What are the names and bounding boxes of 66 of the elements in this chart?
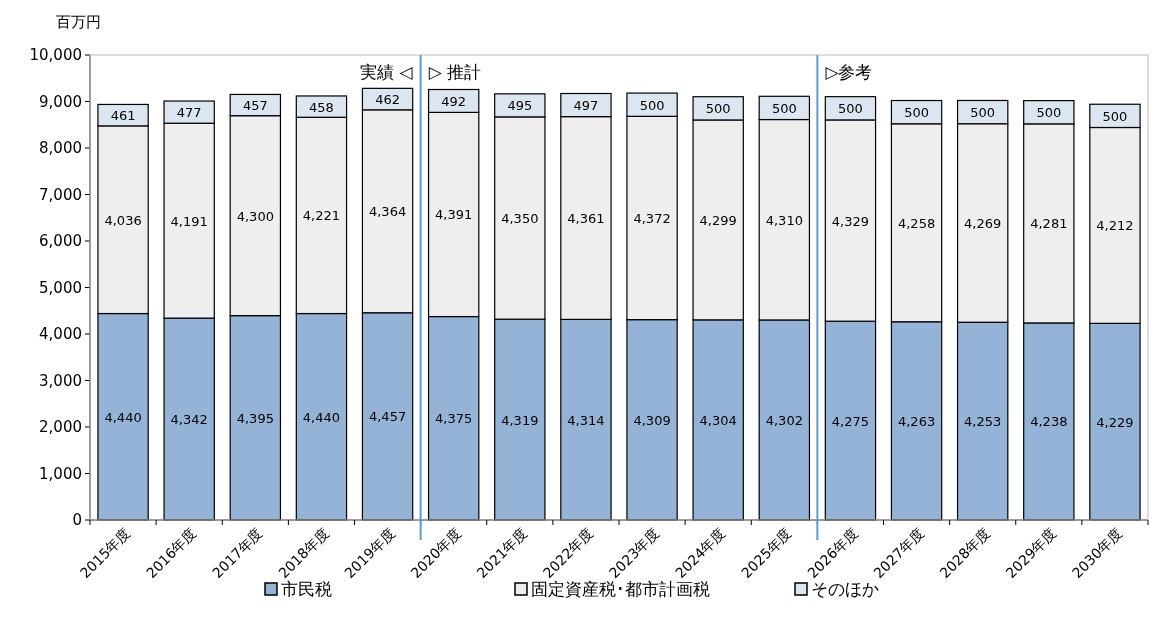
- y-tick-label: 7,000: [39, 185, 82, 204]
- data-label: 4,395: [236, 410, 274, 426]
- y-tick-label: 0: [72, 511, 82, 529]
- data-label: 462: [375, 92, 400, 108]
- data-label: 4,310: [765, 212, 803, 228]
- data-label: 4,212: [1096, 218, 1134, 234]
- data-label: 4,221: [302, 208, 341, 224]
- data-label: 4,238: [1030, 414, 1068, 430]
- data-label: 4,269: [964, 215, 1002, 231]
- y-tick-label: 8,000: [39, 139, 82, 157]
- y-tick-label: 1,000: [39, 464, 82, 483]
- data-label: 495: [507, 98, 533, 114]
- data-label: 4,253: [964, 414, 1002, 430]
- data-label: 4,191: [170, 213, 208, 229]
- data-label: 461: [110, 108, 136, 124]
- data-label: 458: [309, 99, 334, 115]
- data-label: 500: [1102, 108, 1128, 124]
- data-label: 4,229: [1096, 414, 1134, 430]
- y-tick-label: 2,000: [39, 418, 82, 436]
- data-label: 477: [176, 105, 202, 121]
- y-axis-title: 百万円: [55, 13, 101, 31]
- data-label: 4,375: [435, 411, 473, 427]
- data-label: 500: [904, 105, 929, 121]
- data-label: 4,309: [633, 412, 671, 428]
- data-label: 4,263: [897, 413, 936, 429]
- legend-label: 市民税: [281, 579, 332, 599]
- data-label: 500: [1036, 105, 1062, 121]
- data-label: 500: [970, 105, 996, 121]
- data-label: 4,304: [699, 412, 737, 428]
- data-label: 492: [441, 93, 467, 109]
- data-label: 4,302: [765, 412, 803, 428]
- legend-label: 固定資産税･都市計画税: [531, 579, 710, 599]
- data-label: 4,299: [699, 212, 737, 228]
- ref-line-label: ▷ 推計: [428, 62, 482, 82]
- y-tick-label: 9,000: [39, 92, 82, 111]
- data-label: 500: [838, 101, 863, 117]
- y-tick-label: 6,000: [39, 232, 82, 250]
- data-label: 4,300: [236, 208, 274, 224]
- y-tick-label: 4,000: [39, 325, 82, 343]
- ref-line-label: ▷参考: [825, 62, 873, 82]
- y-tick-label: 5,000: [39, 278, 82, 297]
- data-label: 4,364: [368, 204, 407, 220]
- data-label: 4,258: [897, 215, 936, 231]
- data-label: 4,440: [302, 409, 341, 425]
- data-label: 500: [705, 101, 731, 117]
- data-label: 497: [573, 98, 599, 114]
- data-label: 4,372: [633, 210, 671, 226]
- data-label: 4,036: [104, 212, 142, 228]
- annotation: 実績 ◁: [360, 62, 414, 82]
- data-label: 4,342: [170, 412, 208, 428]
- data-label: 500: [771, 100, 797, 116]
- data-label: 4,391: [435, 207, 473, 223]
- data-label: 4,275: [831, 413, 870, 429]
- y-tick-label: 3,000: [39, 371, 82, 390]
- y-tick-label: 10,000: [29, 46, 82, 64]
- data-label: 4,329: [831, 213, 870, 229]
- data-label: 457: [242, 98, 268, 114]
- data-label: 4,319: [501, 412, 539, 428]
- data-label: 4,350: [501, 211, 539, 227]
- data-label: 4,440: [104, 409, 142, 425]
- data-label: 4,281: [1030, 216, 1068, 232]
- data-label: 4,457: [368, 409, 407, 425]
- data-label: 4,314: [567, 412, 605, 428]
- data-label: 500: [639, 97, 665, 113]
- data-label: 4,361: [567, 211, 605, 227]
- legend-label: そのほか: [811, 579, 879, 599]
